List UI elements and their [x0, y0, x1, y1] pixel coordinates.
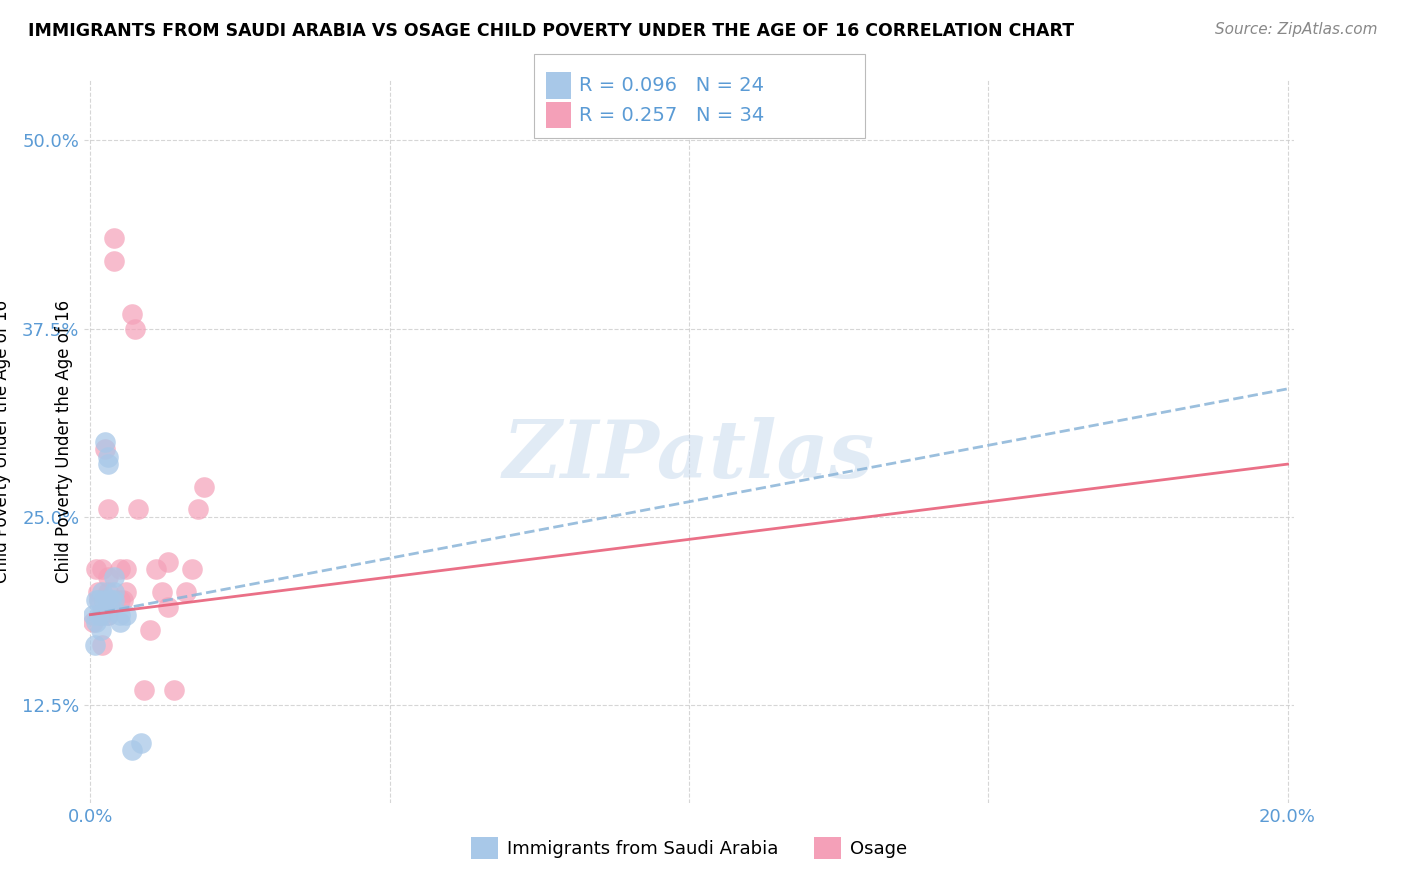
- Point: [97, 502, 120, 516]
- Point: [110, 562, 132, 576]
- Point: [82, 607, 104, 622]
- Point: [100, 592, 122, 607]
- Point: [103, 592, 125, 607]
- Point: [91, 585, 114, 599]
- Y-axis label: Child Poverty Under the Age of 16: Child Poverty Under the Age of 16: [55, 300, 73, 583]
- Point: [163, 682, 186, 697]
- Point: [115, 585, 138, 599]
- Point: [86, 562, 108, 576]
- Point: [97, 592, 120, 607]
- Y-axis label: Child Poverty Under the Age of 16: Child Poverty Under the Age of 16: [0, 300, 11, 583]
- Point: [103, 231, 125, 245]
- Point: [110, 607, 132, 622]
- Point: [110, 615, 132, 630]
- Point: [139, 623, 162, 637]
- Point: [89, 592, 111, 607]
- Point: [84, 638, 107, 652]
- Text: Source: ZipAtlas.com: Source: ZipAtlas.com: [1215, 22, 1378, 37]
- Point: [94, 434, 117, 449]
- Point: [157, 600, 180, 615]
- Point: [82, 615, 104, 630]
- Point: [193, 480, 215, 494]
- Point: [134, 682, 156, 697]
- Point: [90, 607, 112, 622]
- Point: [93, 592, 115, 607]
- Point: [110, 592, 132, 607]
- Point: [181, 562, 204, 576]
- Point: [103, 254, 125, 268]
- Point: [103, 570, 125, 584]
- Point: [127, 502, 149, 516]
- Point: [97, 607, 120, 622]
- Point: [94, 442, 117, 456]
- Point: [145, 562, 167, 576]
- Legend: Immigrants from Saudi Arabia, Osage: Immigrants from Saudi Arabia, Osage: [464, 830, 914, 866]
- Text: R = 0.096   N = 24: R = 0.096 N = 24: [579, 76, 765, 95]
- Point: [86, 615, 108, 630]
- Point: [157, 555, 180, 569]
- Text: R = 0.257   N = 34: R = 0.257 N = 34: [579, 105, 765, 125]
- Point: [91, 607, 114, 622]
- Point: [150, 585, 173, 599]
- Point: [112, 592, 135, 607]
- Point: [91, 638, 114, 652]
- Point: [93, 592, 115, 607]
- Point: [103, 585, 125, 599]
- Text: IMMIGRANTS FROM SAUDI ARABIA VS OSAGE CHILD POVERTY UNDER THE AGE OF 16 CORRELAT: IMMIGRANTS FROM SAUDI ARABIA VS OSAGE CH…: [28, 22, 1074, 40]
- Point: [90, 623, 112, 637]
- Point: [97, 570, 120, 584]
- Point: [91, 562, 114, 576]
- Point: [97, 450, 120, 464]
- Point: [86, 592, 108, 607]
- Point: [129, 735, 152, 749]
- Point: [121, 743, 143, 757]
- Point: [97, 457, 120, 471]
- Point: [115, 607, 138, 622]
- Text: ZIPatlas: ZIPatlas: [503, 417, 875, 495]
- Point: [124, 321, 146, 335]
- Point: [86, 585, 108, 599]
- Point: [97, 585, 120, 599]
- Point: [115, 562, 138, 576]
- Point: [89, 592, 111, 607]
- Point: [89, 607, 111, 622]
- Point: [97, 607, 120, 622]
- Point: [187, 502, 209, 516]
- Point: [121, 307, 143, 321]
- Point: [174, 585, 197, 599]
